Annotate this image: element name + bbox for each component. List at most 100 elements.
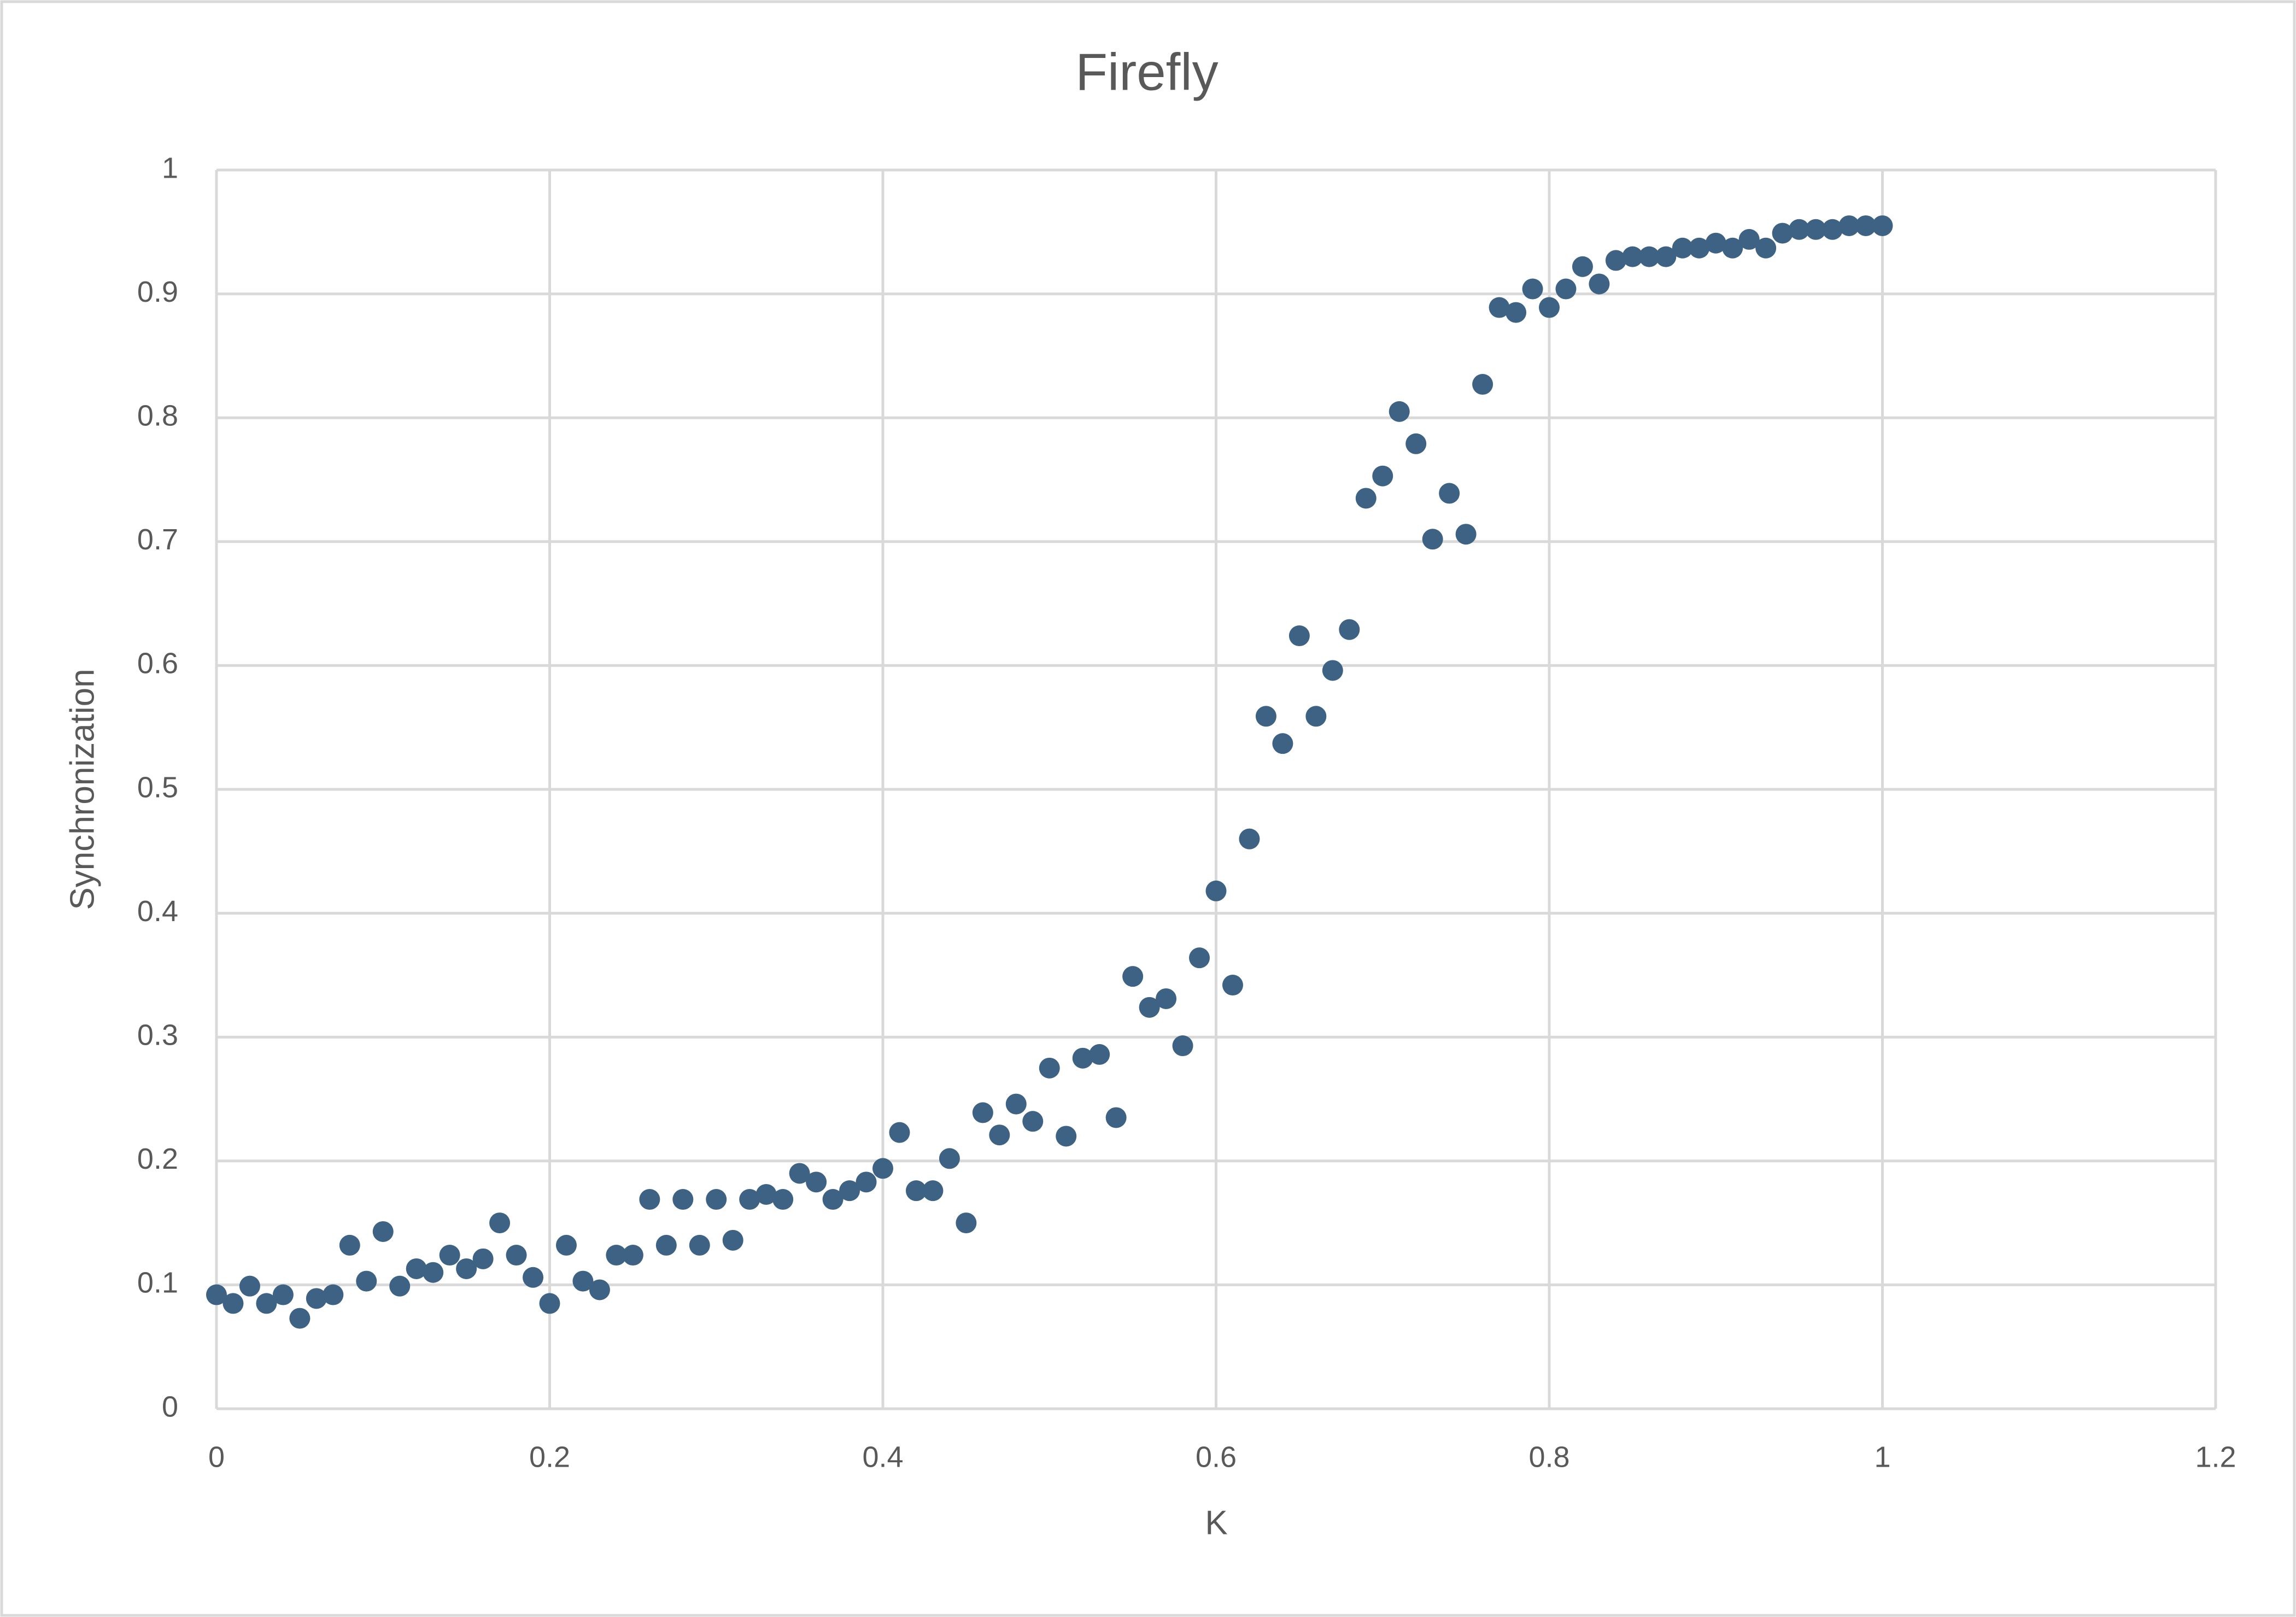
data-point [222,1293,244,1314]
x-axis-title: K [1205,1504,1227,1542]
data-point [1272,733,1293,754]
data-point [755,1184,777,1205]
data-point [1022,1111,1044,1132]
data-point [1389,401,1410,422]
data-point [872,1158,893,1179]
data-point [739,1189,760,1210]
data-point [206,1284,227,1305]
data-point [323,1284,344,1305]
data-point [1622,246,1643,267]
data-point [1122,966,1144,987]
data-point [1039,1057,1060,1079]
data-point [539,1293,560,1314]
data-point [372,1221,394,1242]
data-point [489,1212,511,1234]
data-point [456,1258,477,1279]
data-point [1339,619,1360,640]
data-point [789,1163,810,1184]
y-tick-label: 1 [162,151,178,184]
x-tick-label: 0.2 [529,1440,570,1473]
data-point [406,1258,427,1279]
data-point [1838,215,1860,236]
data-point [1855,215,1877,236]
data-point [972,1102,993,1123]
data-point [1738,229,1760,250]
data-point [1255,706,1276,727]
data-point [1005,1093,1027,1115]
data-point [289,1308,311,1329]
y-tick-label: 0.8 [137,399,178,432]
data-point [423,1262,444,1283]
data-point [655,1234,677,1256]
data-point [523,1267,544,1288]
x-tick-label: 0.4 [862,1440,903,1473]
data-point [822,1189,844,1210]
data-point [1555,278,1577,300]
x-tick-label: 1 [1874,1440,1890,1473]
data-point [1705,232,1726,254]
y-tick-label: 0.9 [137,276,178,308]
y-axis-title: Synchronization [63,669,101,910]
data-point [1239,828,1260,849]
data-point [1189,947,1210,969]
y-tick-label: 0 [162,1390,178,1423]
data-point [1655,246,1677,267]
data-point [1072,1047,1093,1069]
data-point [1755,237,1777,259]
data-point [472,1248,494,1269]
data-point [572,1270,594,1292]
data-point [1422,529,1443,550]
data-point [889,1122,910,1143]
y-tick-label: 0.1 [137,1267,178,1299]
data-point [1139,997,1160,1018]
data-point [989,1124,1010,1146]
data-point [1506,302,1527,323]
data-point [1872,215,1893,236]
data-point [1472,374,1493,395]
data-point [1056,1126,1077,1147]
data-point [1156,988,1177,1009]
data-point [1539,297,1560,318]
x-tick-label: 0.8 [1528,1440,1569,1473]
y-tick-label: 0.4 [137,895,178,928]
data-point [1288,625,1310,647]
data-point [1322,660,1343,681]
y-tick-label: 0.5 [137,771,178,804]
data-point [389,1275,411,1297]
data-point [256,1293,277,1314]
data-point [1772,222,1793,244]
x-tick-label: 0.6 [1196,1440,1237,1473]
data-point [1489,297,1510,318]
data-point [589,1279,610,1300]
data-point [1672,237,1693,259]
data-point [1589,273,1610,295]
data-point [806,1171,827,1193]
data-point [672,1189,694,1210]
data-point [1355,488,1377,509]
data-point [1822,219,1843,240]
data-point [506,1245,527,1266]
chart-title: Firefly [1075,43,1218,101]
data-point [1205,880,1227,901]
y-tick-label: 0.7 [137,523,178,556]
data-point [1722,237,1743,259]
data-point [306,1288,327,1309]
data-point [272,1284,294,1305]
data-point [439,1245,460,1266]
data-point [1805,219,1826,240]
x-tick-label: 1.2 [2195,1440,2236,1473]
data-point [606,1245,627,1266]
data-point [1172,1035,1193,1057]
data-point [1455,524,1477,545]
data-point [339,1234,360,1256]
x-tick-label: 0 [208,1440,225,1473]
data-point [1372,465,1393,487]
data-point [555,1234,577,1256]
data-point [1689,237,1710,259]
data-point [722,1229,743,1251]
y-tick-label: 0.6 [137,647,178,680]
data-point [706,1189,727,1210]
